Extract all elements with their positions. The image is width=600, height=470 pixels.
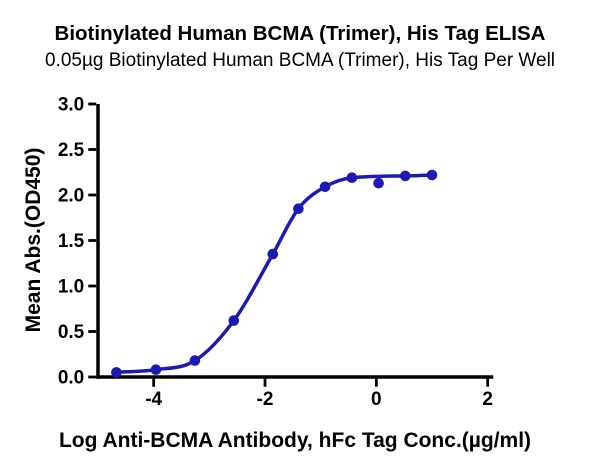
fit-curve [114, 173, 434, 375]
y-tick-label: 0.5 [58, 322, 85, 343]
x-tick-label: -4 [145, 389, 162, 410]
data-point [228, 315, 240, 326]
x-tick-label: 0 [371, 389, 382, 410]
data-point [293, 203, 304, 214]
x-tick-label: 2 [482, 389, 493, 410]
data-point [150, 364, 162, 376]
y-axis-label: Mean Abs.(OD450) [22, 148, 45, 333]
x-axis-label: Log Anti-BCMA Antibody, hFc Tag Conc.(µg… [59, 429, 531, 452]
y-tick-label: 1.0 [58, 277, 84, 298]
chart-title: Biotinylated Human BCMA (Trimer), His Ta… [54, 22, 546, 45]
data-point [111, 367, 122, 378]
data-point [400, 170, 411, 182]
data-point [373, 177, 384, 189]
data-point [426, 169, 438, 181]
x-tick-label: -2 [257, 389, 274, 410]
y-tick-label: 3.0 [58, 95, 84, 116]
axes-layer: 0.0 0.5 1.0 1.5 2.0 2.5 3.0 -4 -2 0 2 [58, 95, 494, 410]
data-point [346, 172, 358, 183]
y-tick-label: 0.0 [58, 368, 84, 389]
chart-subtitle: 0.05µg Biotinylated Human BCMA (Trimer),… [44, 50, 556, 71]
y-tick-label: 2.0 [58, 186, 84, 207]
y-tick-label: 2.5 [58, 140, 85, 161]
y-tick-label: 1.5 [58, 231, 85, 252]
series-layer [111, 169, 438, 378]
data-point [319, 181, 331, 193]
data-point [267, 248, 279, 260]
data-point [189, 355, 201, 366]
